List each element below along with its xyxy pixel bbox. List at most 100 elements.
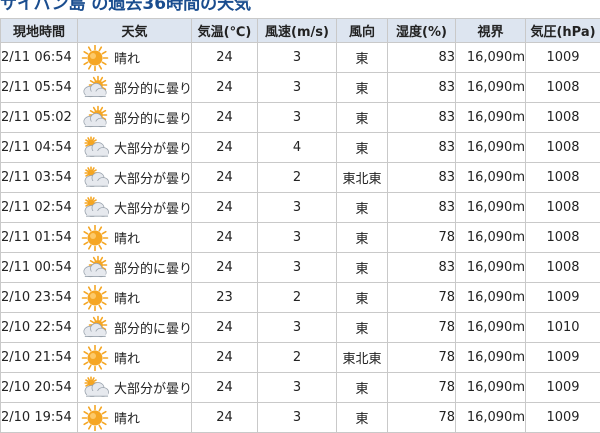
cell-wind-direction: 東 — [337, 73, 388, 103]
cell-temperature: 24 — [192, 163, 258, 193]
weather-history-table: 現地時間 天気 気温(℃) 風速(m/s) 風向 湿度(%) 視界 気圧(hPa… — [0, 18, 600, 433]
cell-time: 2/10 19:54 — [1, 403, 78, 433]
wind-direction-text: 東 — [355, 142, 368, 157]
cell-wind-direction: 東 — [337, 223, 388, 253]
sunny-icon — [80, 285, 110, 311]
cell-visibility: 16,090m — [456, 43, 526, 73]
cell-wind-speed: 2 — [258, 163, 337, 193]
cell-visibility: 16,090m — [456, 223, 526, 253]
time-text: 2/10 21:54 — [1, 350, 72, 365]
cell-temperature: 24 — [192, 193, 258, 223]
wind-direction-text: 東北東 — [342, 172, 381, 187]
column-header-wind-direction: 風向 — [337, 19, 388, 43]
table-row: 2/11 05:02 部分的に曇り 24 3 東 83 16,090m 1008 — [1, 103, 600, 133]
sunny-icon — [80, 405, 110, 431]
pressure-text: 1009 — [546, 290, 579, 305]
temperature-text: 24 — [216, 230, 233, 245]
cell-wind-direction: 東 — [337, 253, 388, 283]
cell-weather: 晴れ — [78, 283, 192, 313]
cell-visibility: 16,090m — [456, 133, 526, 163]
sunny-icon — [80, 45, 110, 71]
cell-time: 2/11 02:54 — [1, 193, 78, 223]
cell-wind-speed: 3 — [258, 313, 337, 343]
visibility-text: 16,090m — [467, 80, 525, 95]
cell-wind-speed: 4 — [258, 133, 337, 163]
wind-speed-text: 2 — [293, 350, 301, 365]
wind-speed-text: 2 — [293, 290, 301, 305]
table-row: 2/10 19:54 晴れ 24 3 東 78 16,090m 1009 — [1, 403, 600, 433]
cell-humidity: 83 — [388, 253, 456, 283]
wind-speed-text: 3 — [293, 200, 301, 215]
cell-pressure: 1008 — [526, 73, 600, 103]
visibility-text: 16,090m — [467, 140, 525, 155]
cell-weather: 部分的に曇り — [78, 103, 192, 133]
cell-wind-direction: 東北東 — [337, 163, 388, 193]
cell-pressure: 1009 — [526, 373, 600, 403]
weather-text: 晴れ — [114, 48, 140, 67]
weather-text: 晴れ — [114, 408, 140, 427]
column-header-wind-speed: 風速(m/s) — [258, 19, 337, 43]
cell-time: 2/10 23:54 — [1, 283, 78, 313]
visibility-text: 16,090m — [467, 320, 525, 335]
time-text: 2/11 06:54 — [1, 50, 72, 65]
cell-wind-speed: 3 — [258, 253, 337, 283]
time-text: 2/11 05:02 — [1, 110, 72, 125]
cell-humidity: 83 — [388, 43, 456, 73]
time-text: 2/10 20:54 — [1, 380, 72, 395]
wind-direction-text: 東 — [355, 322, 368, 337]
temperature-text: 24 — [216, 110, 233, 125]
humidity-text: 78 — [438, 320, 455, 335]
pressure-text: 1008 — [546, 230, 579, 245]
cell-pressure: 1009 — [526, 403, 600, 433]
weather-text: 晴れ — [114, 348, 140, 367]
wind-direction-text: 東 — [355, 82, 368, 97]
mostly-cloudy-icon — [80, 195, 110, 221]
cell-humidity: 78 — [388, 373, 456, 403]
cell-wind-direction: 東 — [337, 373, 388, 403]
cell-time: 2/11 00:54 — [1, 253, 78, 283]
wind-speed-text: 3 — [293, 380, 301, 395]
table-row: 2/11 06:54 晴れ 24 3 東 83 16,090m 1009 — [1, 43, 600, 73]
cell-temperature: 24 — [192, 403, 258, 433]
visibility-text: 16,090m — [467, 350, 525, 365]
temperature-text: 24 — [216, 200, 233, 215]
pressure-text: 1009 — [546, 50, 579, 65]
visibility-text: 16,090m — [467, 110, 525, 125]
humidity-text: 83 — [438, 50, 455, 65]
weather-text: 部分的に曇り — [114, 108, 192, 127]
time-text: 2/11 02:54 — [1, 200, 72, 215]
cell-temperature: 24 — [192, 373, 258, 403]
pressure-text: 1008 — [546, 110, 579, 125]
table-row: 2/11 05:54 部分的に曇り 24 3 東 83 16,090m 1008 — [1, 73, 600, 103]
visibility-text: 16,090m — [467, 260, 525, 275]
wind-speed-text: 4 — [293, 140, 301, 155]
table-row: 2/11 03:54 大部分が曇り 24 2 東北東 83 16,090m 10… — [1, 163, 600, 193]
cell-time: 2/11 06:54 — [1, 43, 78, 73]
cell-humidity: 83 — [388, 133, 456, 163]
cell-wind-direction: 東 — [337, 193, 388, 223]
temperature-text: 24 — [216, 320, 233, 335]
cell-pressure: 1009 — [526, 283, 600, 313]
wind-speed-text: 3 — [293, 410, 301, 425]
cell-temperature: 24 — [192, 103, 258, 133]
cell-wind-speed: 3 — [258, 373, 337, 403]
cell-time: 2/10 21:54 — [1, 343, 78, 373]
cell-humidity: 78 — [388, 313, 456, 343]
time-text: 2/11 03:54 — [1, 170, 72, 185]
cell-wind-direction: 東北東 — [337, 343, 388, 373]
cell-weather: 大部分が曇り — [78, 193, 192, 223]
table-body: 2/11 06:54 晴れ 24 3 東 83 16,090m 1009 2/1… — [1, 43, 600, 433]
cell-weather: 大部分が曇り — [78, 133, 192, 163]
cell-temperature: 23 — [192, 283, 258, 313]
cell-pressure: 1008 — [526, 193, 600, 223]
cell-weather: 大部分が曇り — [78, 163, 192, 193]
wind-direction-text: 東北東 — [342, 352, 381, 367]
cell-pressure: 1008 — [526, 103, 600, 133]
table-header-row: 現地時間 天気 気温(℃) 風速(m/s) 風向 湿度(%) 視界 気圧(hPa… — [1, 19, 600, 43]
humidity-text: 78 — [438, 290, 455, 305]
time-text: 2/11 01:54 — [1, 230, 72, 245]
visibility-text: 16,090m — [467, 410, 525, 425]
weather-text: 大部分が曇り — [114, 378, 192, 397]
wind-direction-text: 東 — [355, 202, 368, 217]
cell-wind-direction: 東 — [337, 133, 388, 163]
